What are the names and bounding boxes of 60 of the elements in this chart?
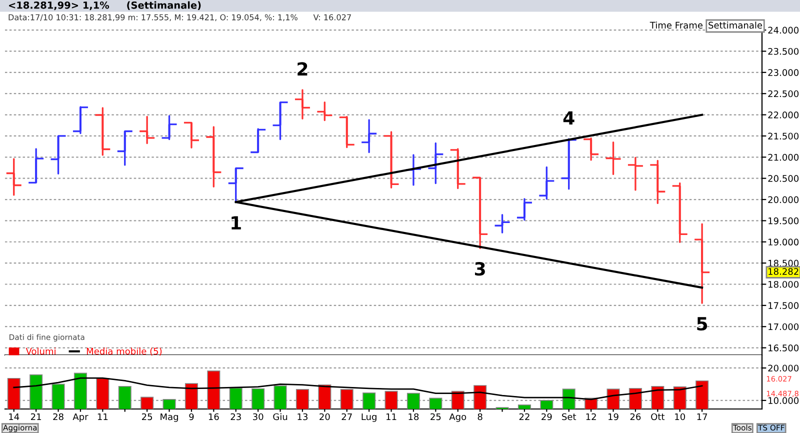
y-tick-label: 21.000 [768,154,799,161]
x-tick-label: 25 [430,413,441,420]
x-tick-label: 12 [586,413,596,420]
x-tick-label: 10 [675,413,686,420]
y-tick-label: 20.000 [768,364,799,372]
x-tick-label: Ago [449,413,466,422]
annotation: Time Frame [650,22,703,29]
chart-subtitle: Data:17/10 10:31: 18.281,99 m: 17.555, M: 19.421, O: 19.054, %: 1,1% V: 16.027 [8,14,351,22]
legend-label: Volumi [26,348,56,355]
x-tick-label: Lug [362,413,376,422]
y-tick-label: 24.000 [768,26,799,34]
x-tick-label: 29 [542,413,552,420]
x-tick-label: 16 [208,413,219,420]
y-tick-label: 22.500 [768,90,799,98]
x-tick-label: 9 [189,413,194,420]
x-tick-label: 11 [98,413,108,420]
x-tick-label: Mag [160,413,178,422]
text: 18.282 [768,268,798,275]
y-tick-label: 23.500 [768,48,799,55]
y-tick-label: 20.500 [768,175,799,182]
x-tick-label: 27 [342,413,352,420]
x-tick-label: Ott [651,413,665,420]
y-tick-label: 10.000 [768,397,799,404]
x-tick-label: 8 [478,413,482,420]
annotation: 2 [298,62,308,76]
x-tick-label: 14 [9,413,20,420]
y-tick-label: 21.500 [768,132,799,140]
annotation: 5 [697,317,708,331]
y-tick-label: 19.500 [768,217,799,224]
x-tick-label: 21 [30,413,41,420]
y-tick-label: 20.000 [768,196,799,204]
x-tick-label: Apr [72,413,88,422]
legend-label: Media mobile (5) [86,348,162,356]
annotation: 3 [474,262,485,276]
x-tick-label: 13 [298,413,308,420]
x-tick-label: 22 [519,413,530,420]
annotation: 4 [563,111,574,125]
annotation: 1 [232,216,241,230]
x-tick-label: 19 [608,413,618,420]
chart-title: <18.281,99> 1,1% (Settimanale) [9,1,201,10]
x-tick-label: 28 [53,413,64,420]
x-tick-label: 18 [408,413,419,420]
x-tick-label: 20 [320,413,330,420]
y-tick-label: 22.000 [768,112,799,118]
x-tick-label: Set [562,413,576,420]
y-tick-label: 16.500 [768,344,799,352]
x-tick-label: 23 [230,413,241,420]
y-tick-label: 17.500 [768,302,799,309]
x-tick-label: 30 [253,413,264,420]
annotation: Settimanale [708,22,762,29]
x-tick-label: 25 [142,413,152,420]
x-tick-label: 11 [386,413,396,420]
x-tick-label: Giu [273,413,288,420]
x-tick-label: 17 [697,413,708,420]
y-tick-label: 23.000 [768,69,799,76]
x-tick-label: 26 [630,413,641,420]
y-tick-label: 19.000 [768,238,799,246]
y-tick-label: 17.000 [768,323,799,330]
y-tick-label: 18.500 [768,260,799,267]
y-tick-label: 18.000 [768,280,799,288]
